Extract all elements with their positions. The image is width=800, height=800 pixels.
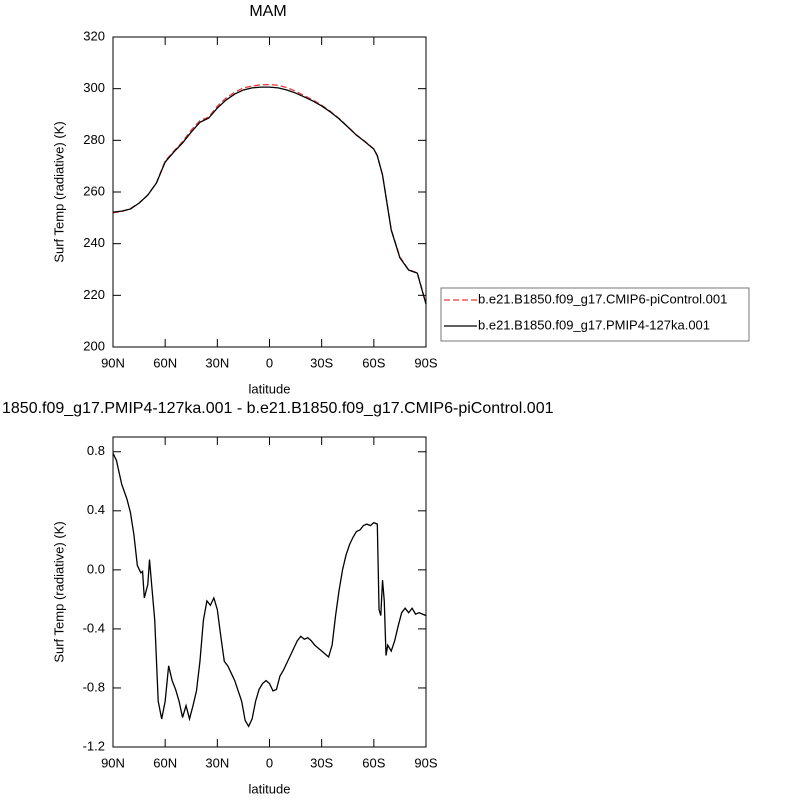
x-tick-label: 60N [153,755,177,770]
y-tick-label: 280 [83,132,105,147]
x-tick-label: 60S [362,355,385,370]
plot-frame [112,36,427,348]
y-axis-label: Surf Temp (radiative) (K) [51,121,66,262]
y-tick-label: 0.4 [87,502,105,517]
x-tick-label: 90S [414,355,437,370]
x-tick-label: 0 [266,355,273,370]
x-tick-label: 90N [101,755,125,770]
x-tick-label: 30N [205,355,229,370]
y-tick-label: 0.8 [87,443,105,458]
y-tick-label: -1.2 [83,738,105,753]
y-tick-label: 0.0 [87,561,105,576]
x-tick-label: 90S [414,755,437,770]
y-tick-label: 300 [83,80,105,95]
y-tick-label: 240 [83,235,105,250]
plot-frame [112,436,427,748]
legend-label: b.e21.B1850.f09_g17.PMIP4-127ka.001 [478,317,710,332]
y-tick-label: 260 [83,183,105,198]
y-tick-label: -0.4 [83,620,105,635]
data-line [112,86,427,305]
x-tick-label: 60N [153,355,177,370]
y-tick-label: -0.8 [83,679,105,694]
x-tick-label: 0 [266,755,273,770]
legend-box [440,287,750,342]
x-axis-label: latitude [249,781,291,796]
chart-title: 1850.f09_g17.PMIP4-127ka.001 - b.e21.B18… [2,400,554,417]
y-tick-label: 200 [83,338,105,353]
x-tick-label: 30S [310,355,333,370]
x-tick-label: 30S [310,755,333,770]
y-tick-label: 320 [83,28,105,43]
chart-title: MAM [249,3,286,20]
x-tick-label: 90N [101,355,125,370]
data-line [112,83,427,304]
x-tick-label: 60S [362,755,385,770]
y-axis-label: Surf Temp (radiative) (K) [51,521,66,662]
data-line [112,452,427,728]
y-tick-label: 220 [83,287,105,302]
x-tick-label: 30N [205,755,229,770]
legend-label: b.e21.B1850.f09_g17.CMIP6-piControl.001 [478,291,727,306]
x-axis-label: latitude [249,381,291,396]
